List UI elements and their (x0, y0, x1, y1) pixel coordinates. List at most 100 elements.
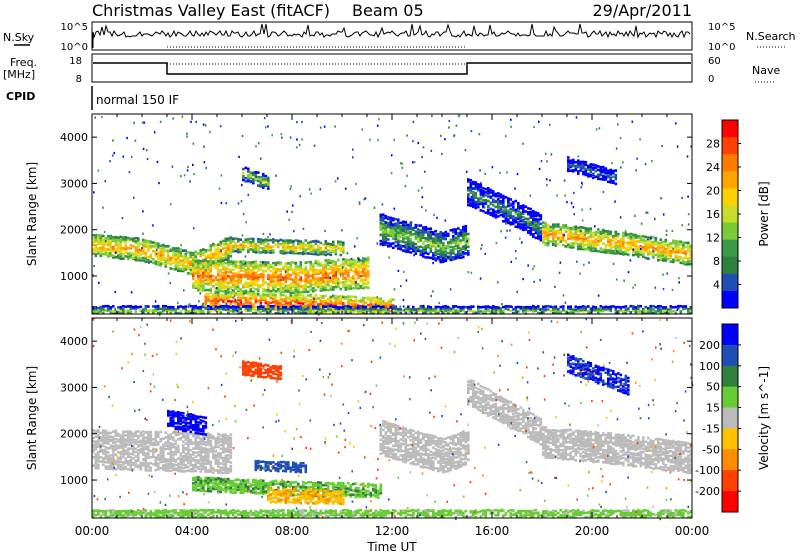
power-cell (659, 310, 663, 313)
vel-cell (117, 461, 120, 464)
power-cell (312, 283, 315, 286)
power-cell (612, 169, 615, 173)
vel-cell (94, 461, 98, 464)
power-cell (264, 251, 268, 254)
power-cell (202, 251, 205, 255)
power-noise-cell (438, 259, 440, 262)
power-cell (362, 286, 365, 290)
power-cell (144, 260, 148, 263)
power-noise-cell (629, 259, 632, 262)
vel-cell (144, 447, 148, 451)
power-cell (234, 283, 238, 286)
power-cell (174, 253, 178, 256)
power-cell (219, 259, 223, 263)
power-cell (252, 286, 255, 290)
power-cell (234, 260, 238, 263)
power-cell (239, 288, 243, 291)
power-cell (492, 198, 495, 201)
power-cell (439, 233, 443, 237)
power-noise-cell (145, 149, 148, 152)
power-cell (457, 242, 460, 245)
power-cell (379, 233, 383, 237)
power-cell (444, 304, 448, 308)
power-cell (334, 283, 338, 287)
power-cell (282, 239, 285, 243)
power-cell (324, 282, 328, 286)
power-cell (342, 243, 345, 247)
power-cell (229, 275, 233, 278)
power-cell (304, 268, 308, 272)
vel-cell (142, 458, 145, 461)
power-cell (322, 281, 325, 284)
power-cell (274, 302, 278, 305)
power-cell (344, 281, 348, 284)
power-cell (614, 230, 618, 234)
power-cell (299, 303, 303, 307)
power-cell (332, 246, 335, 250)
power-cell (382, 305, 385, 308)
power-cell (414, 242, 418, 246)
power-cell (169, 248, 173, 252)
power-cell (219, 255, 223, 258)
power-cell (234, 308, 238, 311)
power-noise-cell (289, 136, 292, 139)
power-cell (162, 309, 165, 313)
power-cell (477, 183, 480, 186)
power-cell (467, 203, 470, 207)
power-cell (399, 240, 403, 243)
power-cell (649, 244, 653, 247)
power-cell (312, 300, 315, 303)
power-cell (169, 309, 173, 313)
power-cell (264, 183, 268, 186)
vel-cell (137, 459, 140, 462)
power-cell (97, 242, 100, 246)
power-cell (464, 224, 468, 228)
power-cell (289, 295, 293, 299)
power-noise-cell (563, 179, 566, 182)
power-cell (584, 239, 588, 242)
power-cell (217, 243, 220, 246)
power-cell (137, 237, 140, 240)
power-cell (249, 244, 253, 247)
power-cell (589, 309, 593, 312)
power-noise-cell (562, 294, 565, 297)
power-cell (214, 292, 218, 296)
power-cell (247, 249, 250, 252)
power-cell (134, 258, 138, 262)
power-cell (534, 223, 538, 227)
power-cell (434, 305, 438, 309)
power-cell (529, 233, 533, 236)
nsky-panel (91, 21, 693, 51)
power-cell (187, 259, 190, 262)
power-cell (317, 285, 320, 289)
vel-cell (144, 454, 148, 457)
power-noise-cell (632, 286, 634, 289)
power-cell (437, 305, 440, 309)
power-cell (269, 265, 273, 269)
power-cell (654, 238, 658, 242)
power-noise-cell (255, 145, 257, 148)
power-cell (587, 175, 590, 178)
power-cell (257, 305, 260, 309)
power-cell (524, 226, 528, 230)
power-cell (572, 236, 575, 239)
power-cell (509, 198, 513, 201)
power-cell (184, 264, 188, 268)
power-noise-cell (358, 258, 360, 261)
power-cell (152, 245, 155, 248)
power-cell (479, 193, 483, 197)
power-cell (669, 250, 673, 253)
power-noise-cell (573, 213, 575, 216)
power-cell (554, 311, 558, 314)
power-cell (402, 240, 405, 244)
power-cell (137, 241, 140, 245)
power-cell (94, 235, 98, 239)
power-cell (439, 249, 443, 253)
power-cell (192, 262, 195, 265)
power-noise-cell (500, 230, 502, 233)
power-cell (322, 279, 325, 282)
power-noise-cell (188, 303, 191, 306)
power-cell (349, 284, 353, 288)
power-cell (567, 232, 570, 236)
